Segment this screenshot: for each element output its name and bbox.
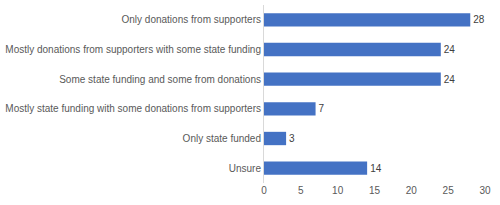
svg-text:Mostly state funding with some: Mostly state funding with some donations… bbox=[5, 103, 261, 114]
svg-text:14: 14 bbox=[370, 163, 382, 174]
svg-text:20: 20 bbox=[406, 185, 418, 196]
svg-text:10: 10 bbox=[332, 185, 344, 196]
svg-text:3: 3 bbox=[289, 133, 295, 144]
svg-text:15: 15 bbox=[369, 185, 381, 196]
svg-text:24: 24 bbox=[444, 44, 456, 55]
svg-text:Unsure: Unsure bbox=[229, 163, 262, 174]
svg-text:30: 30 bbox=[479, 185, 491, 196]
svg-text:0: 0 bbox=[261, 185, 267, 196]
svg-text:Only donations from supporters: Only donations from supporters bbox=[121, 14, 261, 25]
svg-text:Only state funded: Only state funded bbox=[183, 133, 261, 144]
svg-text:28: 28 bbox=[473, 14, 485, 25]
svg-text:Mostly donations from supporte: Mostly donations from supporters with so… bbox=[5, 44, 261, 55]
svg-text:Some state funding and some fr: Some state funding and some from donatio… bbox=[59, 74, 261, 85]
svg-text:7: 7 bbox=[319, 103, 325, 114]
svg-text:24: 24 bbox=[444, 74, 456, 85]
svg-text:5: 5 bbox=[298, 185, 304, 196]
svg-text:25: 25 bbox=[443, 185, 455, 196]
